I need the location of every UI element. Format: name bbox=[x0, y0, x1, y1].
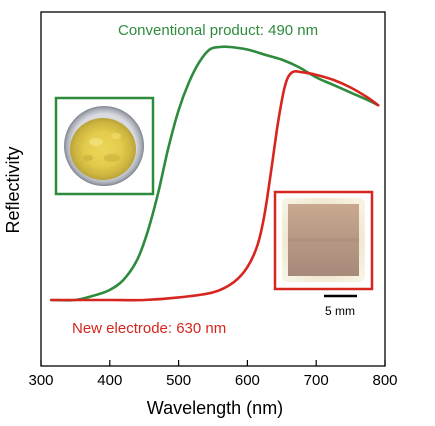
series-line-new-electrode bbox=[50, 69, 380, 302]
x-tick-label: 500 bbox=[166, 372, 191, 389]
annotation-new-electrode: New electrode: 630 nm bbox=[72, 320, 226, 337]
x-tick-label: 600 bbox=[235, 372, 260, 389]
x-tick-label: 400 bbox=[97, 372, 122, 389]
x-axis-title: Wavelength (nm) bbox=[147, 398, 283, 418]
x-tick-label: 700 bbox=[304, 372, 329, 389]
y-axis-title: Reflectivity bbox=[3, 146, 23, 233]
x-axis-ticks: 300 400 500 600 700 800 bbox=[28, 360, 398, 389]
plot-frame bbox=[40, 11, 386, 367]
x-tick-label: 800 bbox=[372, 372, 397, 389]
scale-bar-label: 5 mm bbox=[325, 304, 355, 318]
annotation-conventional: Conventional product: 490 nm bbox=[118, 22, 318, 39]
series-group bbox=[50, 45, 380, 302]
series-line-conventional bbox=[50, 45, 380, 302]
inset-conventional-photo bbox=[54, 96, 155, 196]
x-tick-label: 300 bbox=[28, 372, 53, 389]
inset-new-electrode-photo bbox=[273, 190, 374, 291]
